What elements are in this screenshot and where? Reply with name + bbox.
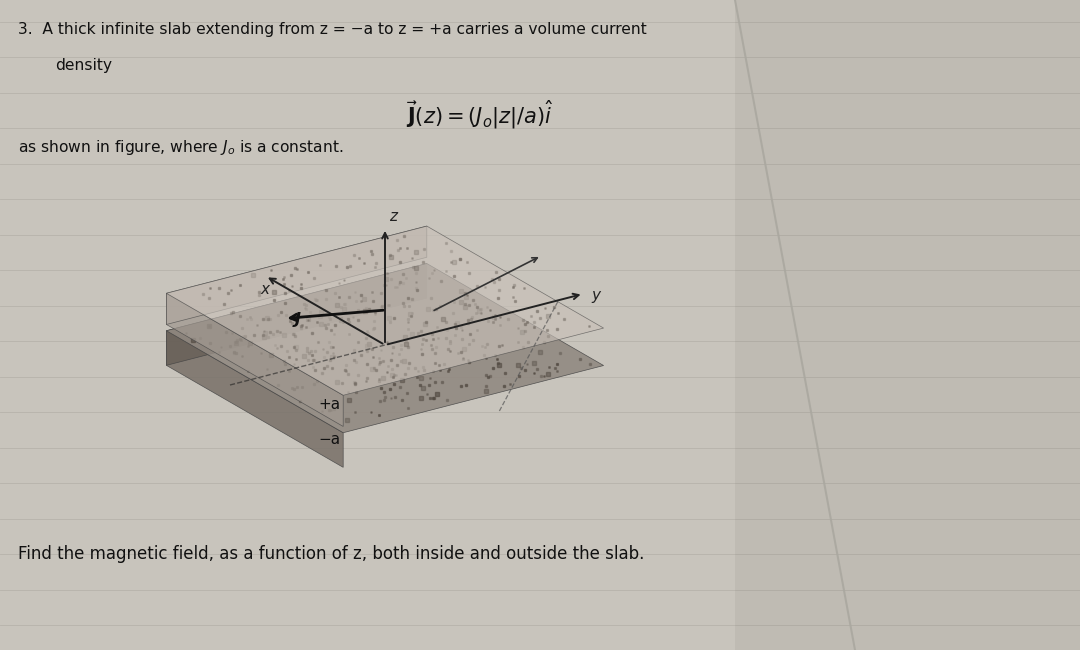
Text: 3.  A thick infinite slab extending from z = −a to z = +a carries a volume curre: 3. A thick infinite slab extending from … — [18, 22, 647, 37]
Polygon shape — [166, 293, 343, 426]
Text: z: z — [389, 209, 397, 224]
Polygon shape — [166, 331, 343, 467]
Text: y: y — [592, 288, 600, 303]
Text: x: x — [260, 282, 269, 297]
Text: density: density — [55, 58, 112, 73]
Polygon shape — [166, 226, 604, 395]
Text: J: J — [295, 311, 300, 326]
Text: +a: +a — [319, 397, 340, 413]
Text: −a: −a — [319, 432, 340, 447]
Bar — [735, 0, 1080, 650]
Text: as shown in figure, where $J_o$ is a constant.: as shown in figure, where $J_o$ is a con… — [18, 138, 343, 157]
Text: Find the magnetic field, as a function of z, both inside and outside the slab.: Find the magnetic field, as a function o… — [18, 545, 645, 563]
Polygon shape — [166, 226, 427, 324]
Polygon shape — [166, 263, 427, 365]
Text: $\mathbf{\vec{J}}$$(z) = (J_o|z|/a)\hat{i}$: $\mathbf{\vec{J}}$$(z) = (J_o|z|/a)\hat{… — [406, 98, 554, 131]
Polygon shape — [166, 263, 604, 433]
